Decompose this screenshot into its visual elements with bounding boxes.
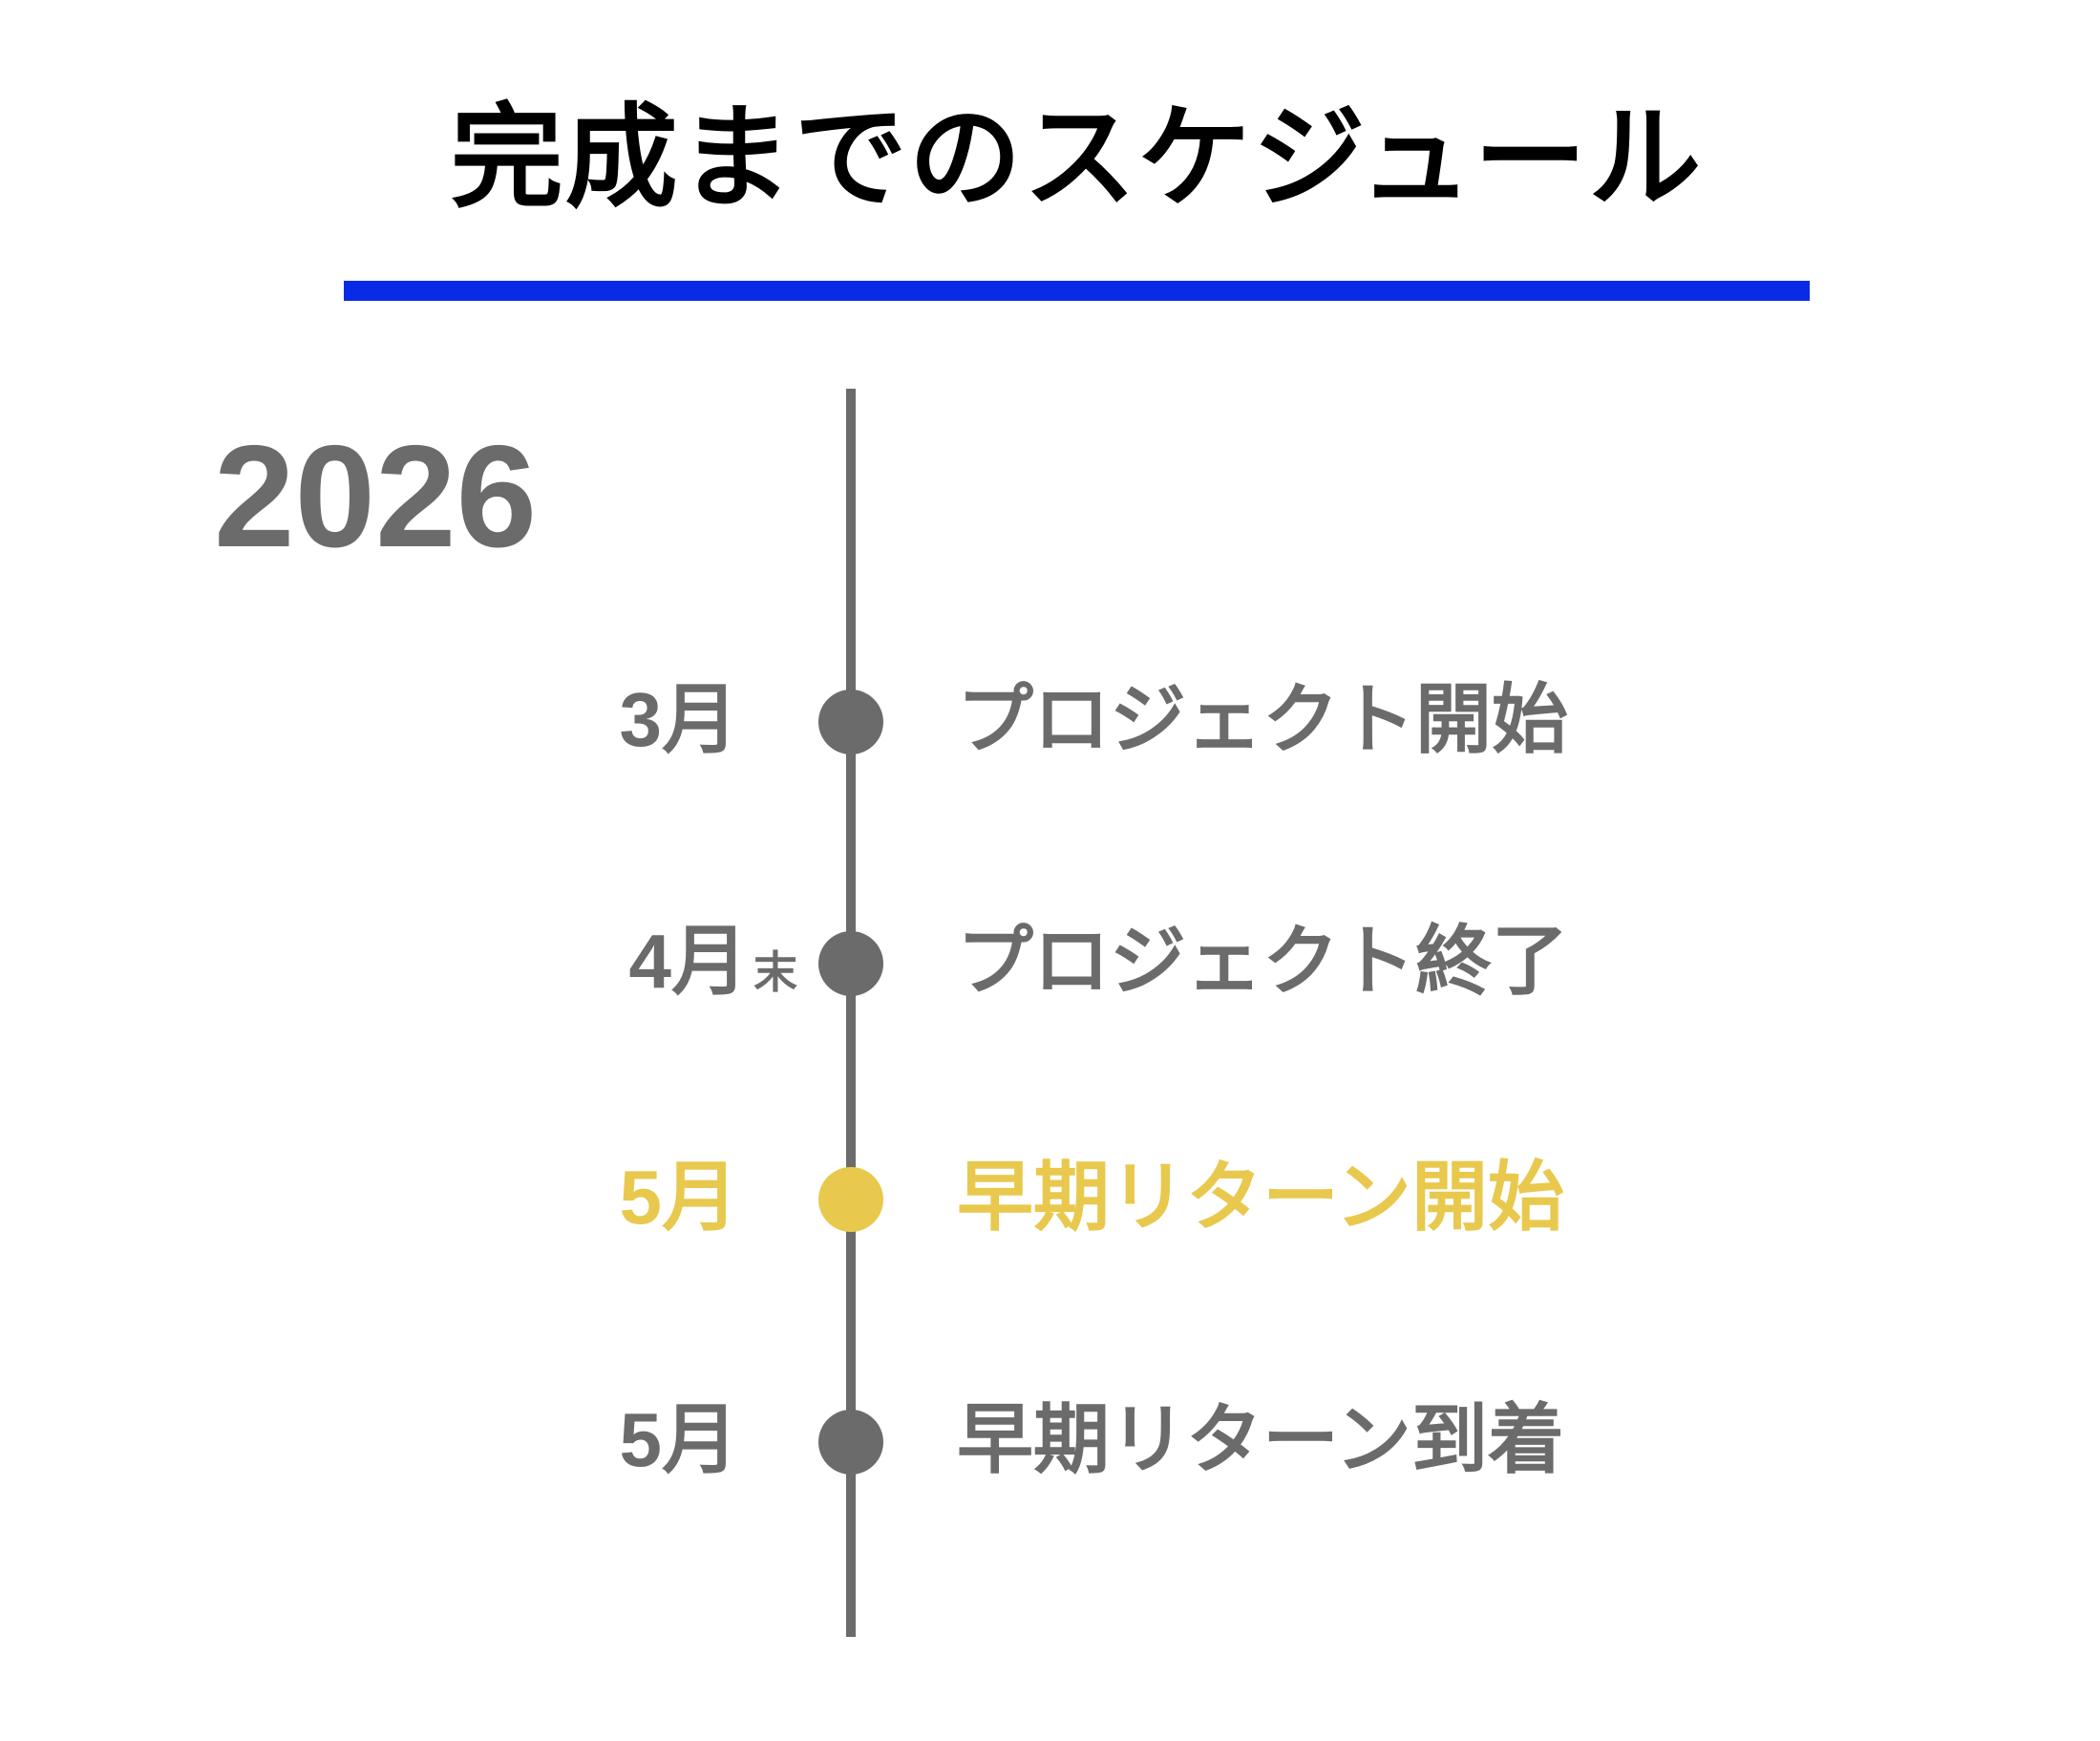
milestone-label: プロジェクト開始 bbox=[957, 675, 1568, 764]
month-text: 5月 bbox=[619, 1155, 739, 1240]
milestone-month: 5月 bbox=[620, 1155, 739, 1241]
milestone-month: 5月 bbox=[620, 1397, 739, 1483]
milestone-dot bbox=[818, 690, 883, 754]
milestone-label: 早期リターン到着 bbox=[957, 1395, 1564, 1484]
page-title: 完成までのスケジュール bbox=[450, 92, 1704, 223]
title-underline bbox=[344, 281, 1810, 301]
milestone-label: 早期リターン開始 bbox=[957, 1153, 1564, 1242]
month-text: 3月 bbox=[619, 677, 739, 762]
milestone-month: 4月末 bbox=[629, 919, 798, 1015]
month-text: 4月 bbox=[628, 919, 749, 1004]
timeline-axis bbox=[846, 389, 856, 1637]
milestone-dot bbox=[818, 1410, 883, 1475]
year-label: 2026 bbox=[214, 415, 538, 578]
milestone-month: 3月 bbox=[620, 677, 739, 763]
milestone-label: プロジェクト終了 bbox=[957, 917, 1568, 1006]
milestone-dot bbox=[818, 931, 883, 996]
month-suffix: 末 bbox=[753, 947, 797, 997]
milestone-dot bbox=[818, 1167, 883, 1232]
month-text: 5月 bbox=[619, 1397, 739, 1482]
